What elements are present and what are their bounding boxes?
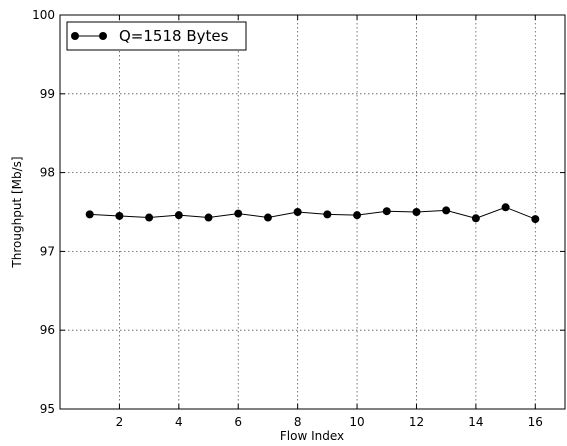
x-tick-label: 16 <box>528 415 543 429</box>
data-point <box>531 215 540 224</box>
data-point <box>145 213 154 222</box>
legend-marker-left <box>71 32 79 40</box>
grid-layer <box>60 14 565 410</box>
legend: Q=1518 Bytes <box>66 21 247 51</box>
y-tick-label: 96 <box>40 323 55 337</box>
data-point <box>382 207 391 216</box>
data-point <box>471 214 480 223</box>
x-tick-label: 6 <box>234 415 242 429</box>
y-axis-label: Throughput [Mb/s] <box>10 156 24 268</box>
x-tick-label: 12 <box>409 415 424 429</box>
y-tick-label: 98 <box>40 166 55 180</box>
ticks-layer: 2 4 6 8 10 12 14 16 95 96 97 98 99 100 <box>32 8 565 429</box>
x-tick-label: 10 <box>349 415 364 429</box>
data-point <box>234 209 243 218</box>
data-point <box>204 213 213 222</box>
x-tick-label: 2 <box>116 415 124 429</box>
plot-frame <box>59 14 566 410</box>
y-tick-label: 99 <box>40 87 55 101</box>
y-tick-label: 95 <box>40 402 55 416</box>
data-point <box>412 208 421 216</box>
data-point <box>115 211 124 220</box>
x-axis-label: Flow Index <box>280 429 344 443</box>
legend-label: Q=1518 Bytes <box>119 27 229 45</box>
x-tick-label: 14 <box>468 415 483 429</box>
data-point <box>501 203 510 212</box>
data-point <box>263 213 272 222</box>
y-tick-label: 97 <box>40 244 55 258</box>
data-point <box>442 206 451 215</box>
data-point <box>293 208 302 216</box>
data-point <box>85 210 94 219</box>
data-point <box>323 210 332 219</box>
y-tick-label: 100 <box>32 8 55 22</box>
series-line <box>89 206 536 220</box>
data-point <box>174 211 183 220</box>
legend-marker-right <box>99 32 107 40</box>
x-tick-label: 4 <box>175 415 183 429</box>
x-tick-label: 8 <box>294 415 302 429</box>
series-layer <box>85 203 540 224</box>
data-point <box>353 211 362 220</box>
